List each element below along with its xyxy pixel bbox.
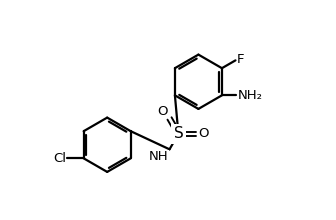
Text: O: O [157,104,168,118]
Text: NH₂: NH₂ [237,89,262,102]
Text: F: F [237,53,244,66]
Text: NH: NH [149,150,168,163]
Text: Cl: Cl [53,152,66,165]
Text: O: O [198,127,208,140]
Text: S: S [174,126,183,141]
